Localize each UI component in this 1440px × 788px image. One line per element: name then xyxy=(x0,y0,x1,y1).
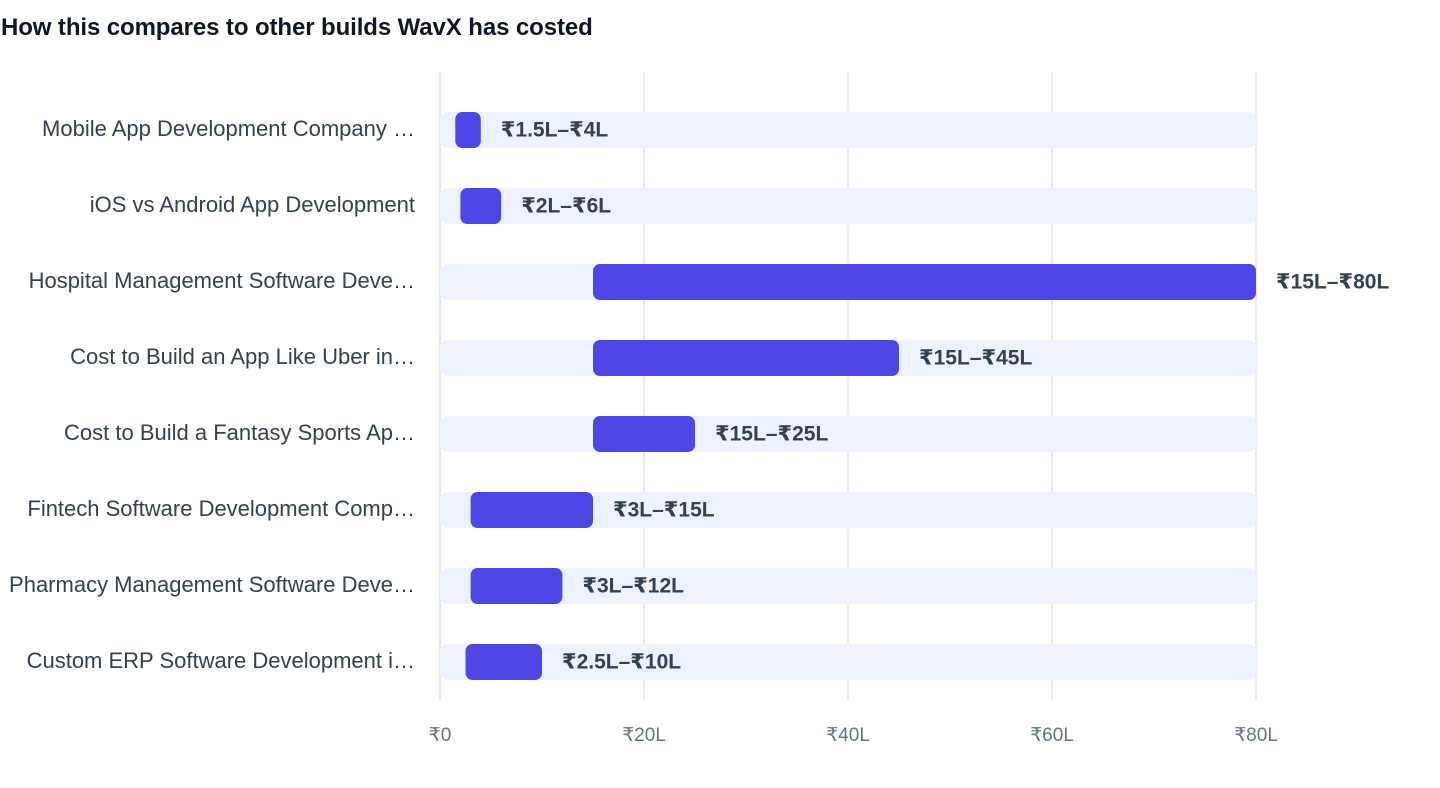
x-axis-tick-labels: ₹0 ₹20L ₹40L ₹60L ₹80L xyxy=(429,725,1278,746)
category-label: Pharmacy Management Software Deve… xyxy=(9,572,415,597)
value-label: ₹15L–₹25L xyxy=(715,423,828,446)
value-label: ₹3L–₹15L xyxy=(613,499,715,522)
value-label: ₹3L–₹12L xyxy=(582,575,684,598)
category-labels: Mobile App Development Company … iOS vs A… xyxy=(9,116,415,673)
value-label: ₹1.5L–₹4L xyxy=(501,119,609,142)
category-label: Custom ERP Software Development i… xyxy=(27,648,415,673)
range-bar[interactable] xyxy=(593,416,695,452)
category-label: Fintech Software Development Comp… xyxy=(27,496,415,521)
range-bar[interactable] xyxy=(593,264,1256,300)
range-bar[interactable] xyxy=(470,568,563,604)
bar-track xyxy=(440,112,1256,148)
category-label: Mobile App Development Company … xyxy=(42,116,415,141)
range-bar[interactable] xyxy=(593,340,899,376)
bar-track xyxy=(440,492,1256,528)
range-bar[interactable] xyxy=(470,492,593,528)
value-label: ₹2.5L–₹10L xyxy=(562,651,681,674)
category-label: iOS vs Android App Development xyxy=(90,192,415,217)
bar-track xyxy=(440,644,1256,680)
bar-track xyxy=(440,568,1256,604)
category-label: Hospital Management Software Deve… xyxy=(29,268,415,293)
range-bar[interactable] xyxy=(465,644,543,680)
x-tick-label: ₹20L xyxy=(622,725,666,746)
range-bar[interactable] xyxy=(455,112,481,148)
x-tick-label: ₹40L xyxy=(826,725,870,746)
value-label: ₹15L–₹80L xyxy=(1276,271,1389,294)
value-labels: ₹1.5L–₹4L ₹2L–₹6L ₹15L–₹80L ₹15L–₹45L ₹15L–₹… xyxy=(501,119,1390,674)
chart-title: How this compares to other builds WavX h… xyxy=(1,14,593,41)
gridlines xyxy=(439,72,1257,700)
bar-track xyxy=(440,416,1256,452)
bar-track xyxy=(440,188,1256,224)
range-bar[interactable] xyxy=(460,188,502,224)
x-tick-label: ₹80L xyxy=(1234,725,1278,746)
range-bars xyxy=(455,112,1256,680)
value-label: ₹2L–₹6L xyxy=(521,195,611,218)
category-label: Cost to Build a Fantasy Sports Ap… xyxy=(64,420,415,445)
value-label: ₹15L–₹45L xyxy=(919,347,1032,370)
x-tick-label: ₹0 xyxy=(429,725,452,746)
x-tick-label: ₹60L xyxy=(1030,725,1074,746)
category-label: Cost to Build an App Like Uber in… xyxy=(70,344,415,369)
